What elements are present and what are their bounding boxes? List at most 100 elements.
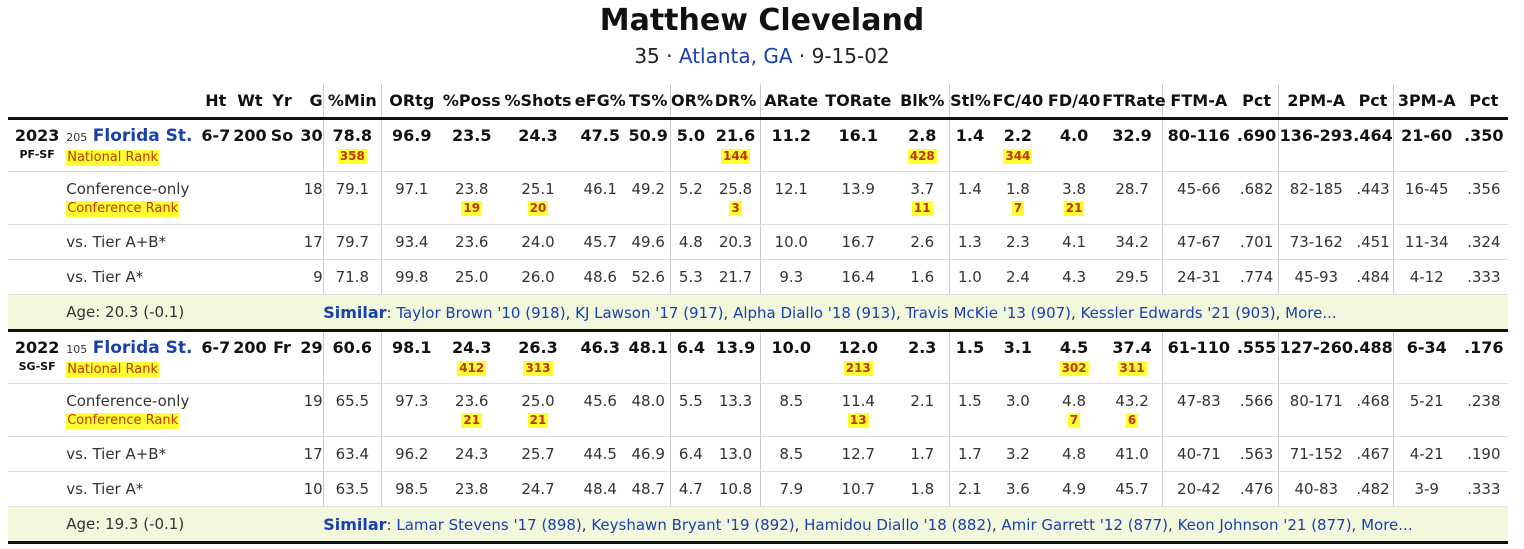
stat-value: 44.5	[583, 445, 617, 463]
team-cell: 105 Florida St. National Rank	[66, 330, 199, 384]
column-header[interactable]: ARate	[760, 84, 822, 120]
stat-value: .701	[1239, 233, 1274, 251]
stat-cell: 23.8 19	[441, 171, 502, 225]
stat-value: 63.5	[335, 480, 369, 498]
hometown-link[interactable]: Atlanta, GA	[678, 44, 793, 68]
rank-badge: 7	[1067, 413, 1081, 428]
column-header[interactable]: FTRate	[1102, 84, 1166, 120]
stat-value: 2.3	[908, 338, 937, 357]
stat-cell: 24.7	[501, 471, 575, 507]
similar-player-link[interactable]: Travis McKie '13 (907)	[905, 303, 1072, 322]
stat-value: 96.2	[395, 445, 429, 463]
stat-cell: 29.5	[1102, 259, 1163, 295]
stat-cell: 71.8	[322, 259, 382, 295]
rank-badge: 21	[527, 413, 549, 428]
stat-cell: .563	[1234, 436, 1279, 472]
column-header[interactable]: ORtg	[380, 84, 442, 120]
stat-cell: 63.5	[322, 471, 382, 507]
column-header[interactable]: Pct	[1459, 84, 1508, 120]
stat-cell: 4.8	[1045, 436, 1103, 472]
stat-cell: 4.0	[1045, 118, 1103, 172]
column-header[interactable]: Blk%	[895, 84, 950, 120]
rank-badge: 13	[847, 413, 869, 428]
stat-value: 80-171	[1289, 392, 1343, 410]
column-header[interactable]: %Shots	[501, 84, 575, 120]
stat-value: 98.1	[392, 338, 432, 357]
stat-value: 127-260	[1279, 338, 1353, 357]
position: PF-SF	[19, 148, 55, 161]
similar-player-link[interactable]: Lamar Stevens '17 (898)	[396, 515, 582, 534]
stat-cell: 26.3 313	[501, 330, 575, 384]
stat-value: 6-34	[1406, 338, 1447, 357]
stat-cell: .451	[1353, 224, 1394, 260]
column-header[interactable]: G	[297, 84, 324, 120]
similar-player-link[interactable]: Amir Garrett '12 (877)	[1001, 515, 1169, 534]
stat-value: 5.5	[678, 392, 703, 410]
team-link[interactable]: Florida St.	[92, 126, 193, 146]
stat-cell: 97.1	[380, 171, 442, 225]
header-row: Ht Wt Yr G %Min ORtg %Poss %Shots eFG% TS% OR% DR% A…	[8, 84, 1508, 120]
bio-wt: 200	[232, 118, 267, 172]
stat-value: 40-83	[1294, 480, 1339, 498]
similar-label: Similar	[323, 514, 387, 534]
column-header[interactable]: 2PM-A	[1278, 84, 1354, 120]
stat-value: 7.9	[779, 480, 804, 498]
stat-cell: 78.8 358	[322, 118, 382, 172]
column-header[interactable]: Wt	[232, 84, 267, 120]
stat-cell: 3.8 21	[1045, 171, 1103, 225]
stat-cell: 6-34	[1392, 330, 1460, 384]
stat-value: 34.2	[1115, 233, 1149, 251]
team-link[interactable]: Florida St.	[92, 338, 193, 358]
stat-value: 4.8	[1062, 392, 1087, 410]
column-header[interactable]: Pct	[1234, 84, 1279, 120]
similar-player-link[interactable]: Keyshawn Bryant '19 (892)	[591, 515, 795, 534]
column-header[interactable]: %Min	[322, 84, 382, 120]
similar-player-link[interactable]: KJ Lawson '17 (917)	[575, 303, 724, 322]
stat-cell: 5.3	[670, 259, 711, 295]
stat-cell: 3.6	[989, 471, 1046, 507]
column-header[interactable]: FD/40	[1045, 84, 1103, 120]
column-header[interactable]: Stl%	[949, 84, 991, 120]
stat-value: 41.0	[1115, 445, 1149, 463]
stat-cell: 23.8	[441, 471, 502, 507]
more-link[interactable]: More...	[1285, 303, 1337, 322]
stat-cell: 45.7	[1102, 471, 1163, 507]
column-header[interactable]: FTM-A	[1161, 84, 1235, 120]
stat-cell: 24.0	[501, 224, 575, 260]
stat-cell: 1.6	[895, 259, 950, 295]
stat-value: 46.1	[583, 180, 617, 198]
column-header[interactable]: %Poss	[441, 84, 502, 120]
stat-value: .356	[1467, 180, 1501, 198]
similar-player-link[interactable]: Taylor Brown '10 (918)	[396, 303, 566, 322]
similar-player-link[interactable]: Hamidou Diallo '18 (882)	[804, 515, 992, 534]
stat-cell: 80-116	[1161, 118, 1235, 172]
column-header[interactable]: TORate	[821, 84, 896, 120]
stat-cell: 4.8 7	[1045, 383, 1103, 437]
column-header[interactable]: TS%	[626, 84, 671, 120]
column-header[interactable]: DR%	[710, 84, 761, 120]
column-header[interactable]: OR%	[670, 84, 713, 120]
column-header[interactable]: 3PM-A	[1392, 84, 1460, 120]
tier-label: vs. Tier A*	[66, 471, 199, 507]
more-link[interactable]: More...	[1361, 515, 1413, 534]
games: 19	[297, 383, 324, 437]
stat-value: 21.7	[718, 268, 753, 286]
column-header[interactable]: Ht	[198, 84, 233, 120]
column-header[interactable]: eFG%	[574, 84, 627, 120]
similar-player-link[interactable]: Kessler Edwards '21 (903)	[1080, 303, 1276, 322]
stat-cell: 1.8 7	[989, 171, 1046, 225]
stat-cell: 1.3	[949, 224, 990, 260]
stat-cell: 9.3	[760, 259, 822, 295]
player-subtitle: 35 · Atlanta, GA · 9-15-02	[634, 44, 890, 68]
stat-cell: 4.5 302	[1045, 330, 1103, 384]
column-header[interactable]: FC/40	[989, 84, 1046, 120]
stat-value: .484	[1356, 268, 1390, 286]
tier-row: vs. Tier A+B* 17 63.4 96.2 24.3 25.7 44.5 46.9 6…	[8, 436, 1508, 472]
player-number: 35	[634, 44, 660, 68]
stat-value: 1.3	[958, 233, 982, 251]
column-header[interactable]: Pct	[1353, 84, 1394, 120]
column-header[interactable]: Yr	[266, 84, 298, 120]
similar-player-link[interactable]: Alpha Diallo '18 (913)	[733, 303, 897, 322]
conference-label: Conference-only	[66, 392, 190, 410]
similar-player-link[interactable]: Keon Johnson '21 (877)	[1177, 515, 1352, 534]
